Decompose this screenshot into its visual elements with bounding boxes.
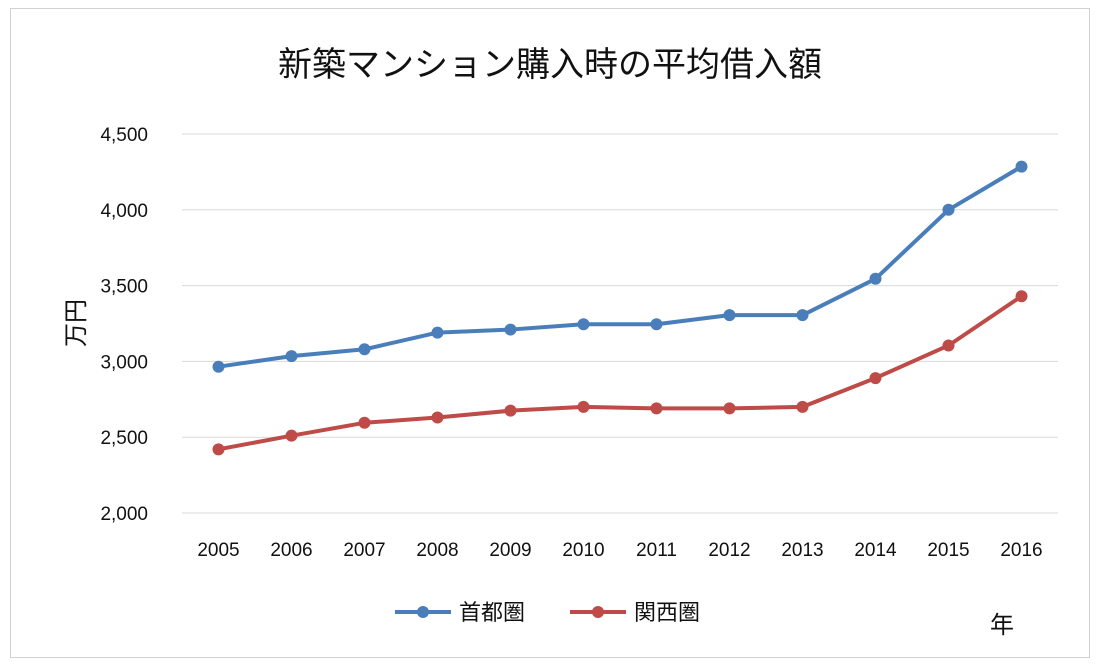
- x-tick-label: 2008: [416, 540, 458, 561]
- legend-item: 首都圏: [395, 601, 525, 626]
- data-point: [796, 400, 809, 413]
- y-axis-label: 万円: [62, 299, 90, 347]
- data-point: [723, 402, 736, 415]
- x-tick-label: 2011: [636, 540, 677, 561]
- legend: 首都圏 関西圏: [395, 601, 700, 626]
- data-point: [285, 350, 298, 363]
- series-line: [216, 164, 1024, 369]
- data-point: [431, 326, 444, 339]
- x-tick-label: 2007: [343, 540, 385, 561]
- legend-label: 関西圏: [634, 601, 700, 626]
- x-tick-label: 2006: [270, 540, 312, 561]
- y-tick-label: 4,500: [100, 125, 148, 146]
- y-tick-label: 3,000: [100, 352, 148, 373]
- x-tick-label: 2016: [1000, 540, 1042, 561]
- data-point: [358, 343, 371, 356]
- chart-title: 新築マンション購入時の平均借入額: [278, 45, 822, 85]
- series-1: [212, 160, 1028, 373]
- x-tick-label: 2013: [781, 540, 823, 561]
- data-point: [650, 402, 663, 415]
- x-tick-label: 2009: [489, 540, 531, 561]
- data-point: [942, 339, 955, 352]
- y-tick-label: 2,000: [100, 504, 148, 525]
- y-tick-label: 4,000: [100, 201, 148, 222]
- x-tick-label: 2005: [197, 540, 239, 561]
- data-point: [650, 318, 663, 331]
- series-group: [212, 160, 1028, 456]
- data-point: [504, 323, 517, 336]
- x-axis-label: 年: [990, 611, 1014, 639]
- gridlines: [182, 133, 1058, 514]
- data-point: [212, 360, 225, 373]
- data-point: [577, 400, 590, 413]
- y-tick-label: 2,500: [100, 428, 148, 449]
- data-point: [869, 272, 882, 285]
- legend-label: 首都圏: [459, 601, 525, 626]
- data-point: [577, 318, 590, 331]
- legend-item: 関西圏: [570, 601, 700, 626]
- series-2: [212, 290, 1028, 456]
- x-tick-label: 2015: [927, 540, 969, 561]
- y-axis-ticks: 2,000 2,500 3,000 3,500 4,000 4,500: [100, 125, 148, 525]
- legend-marker: [592, 606, 604, 618]
- data-point: [796, 309, 809, 322]
- y-tick-label: 3,500: [100, 277, 148, 298]
- data-point: [1015, 290, 1028, 303]
- x-tick-label: 2014: [854, 540, 897, 561]
- x-tick-label: 2010: [562, 540, 604, 561]
- series-line: [216, 294, 1024, 452]
- data-point: [723, 309, 736, 322]
- legend-marker: [417, 606, 429, 618]
- data-point: [942, 203, 955, 216]
- x-axis-ticks: 2005 2006 2007 2008 2009 2010 2011 2012 2013 2014…: [197, 540, 1042, 561]
- data-point: [504, 404, 517, 417]
- data-point: [431, 411, 444, 424]
- data-point: [869, 372, 882, 385]
- x-tick-label: 2012: [708, 540, 750, 561]
- data-point: [358, 416, 371, 429]
- data-point: [1015, 160, 1028, 173]
- data-point: [285, 429, 298, 442]
- chart-frame: [10, 8, 1090, 658]
- data-point: [212, 443, 225, 456]
